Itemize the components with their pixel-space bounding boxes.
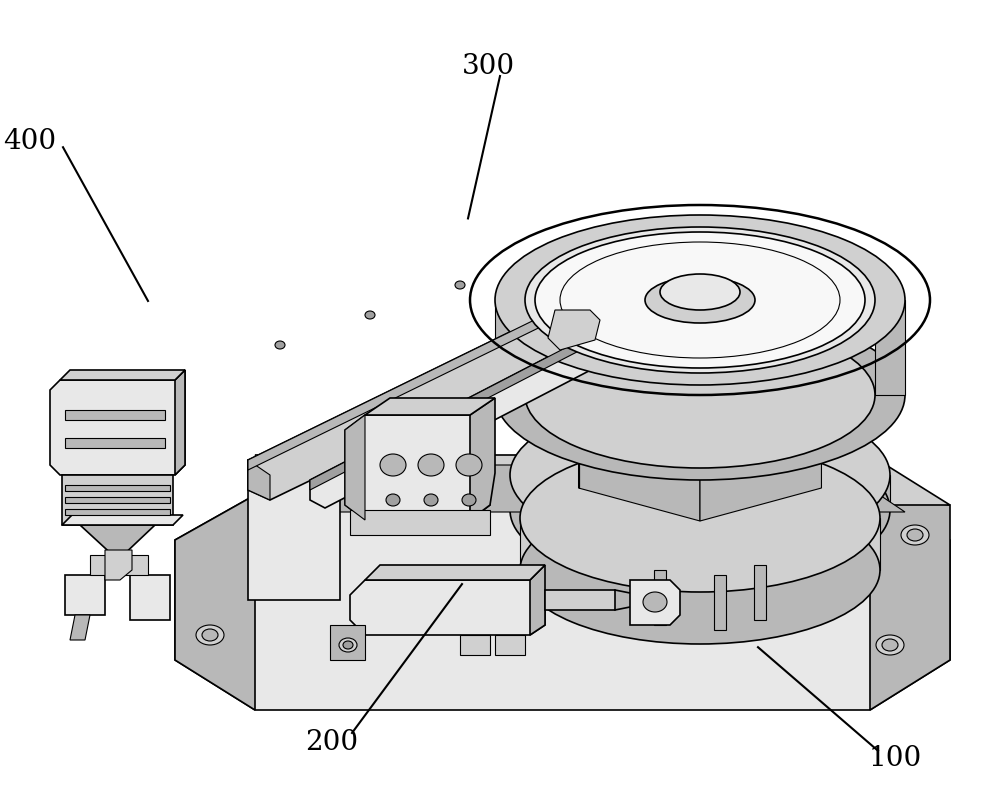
Polygon shape [579,428,700,521]
Polygon shape [175,495,950,710]
Polygon shape [754,565,766,620]
Polygon shape [495,300,525,395]
Polygon shape [65,410,165,420]
Ellipse shape [882,639,898,651]
Ellipse shape [520,496,880,644]
Ellipse shape [643,592,667,612]
Polygon shape [65,438,165,448]
Polygon shape [310,330,600,490]
Text: 100: 100 [868,745,922,773]
Ellipse shape [456,454,482,476]
Ellipse shape [424,494,438,506]
Polygon shape [105,550,132,580]
Polygon shape [255,455,950,505]
Polygon shape [65,575,105,615]
Ellipse shape [196,625,224,645]
Polygon shape [60,370,185,380]
Ellipse shape [876,635,904,655]
Ellipse shape [535,232,865,368]
Polygon shape [520,518,880,570]
Ellipse shape [525,322,875,468]
Polygon shape [70,615,90,640]
Polygon shape [350,580,545,635]
Polygon shape [50,370,185,475]
Ellipse shape [510,397,890,553]
Polygon shape [65,485,170,491]
Polygon shape [714,575,726,630]
Ellipse shape [660,274,740,310]
Polygon shape [130,575,170,620]
Polygon shape [365,398,495,415]
Polygon shape [345,415,490,520]
Polygon shape [700,428,821,521]
Ellipse shape [418,454,444,476]
Ellipse shape [343,641,353,649]
Polygon shape [175,495,255,710]
Ellipse shape [455,281,465,289]
Polygon shape [248,305,590,500]
Polygon shape [310,330,615,508]
Polygon shape [62,475,173,525]
Ellipse shape [901,525,929,545]
Polygon shape [654,570,666,625]
Polygon shape [330,625,365,660]
Polygon shape [545,590,620,610]
Polygon shape [510,475,890,510]
Polygon shape [870,495,950,710]
Text: 200: 200 [305,729,359,756]
Ellipse shape [380,454,406,476]
Polygon shape [90,555,148,575]
Polygon shape [290,465,905,512]
Ellipse shape [462,494,476,506]
Polygon shape [630,580,680,625]
Ellipse shape [275,341,285,349]
Polygon shape [875,300,905,395]
Polygon shape [175,370,185,475]
Ellipse shape [339,638,357,652]
Polygon shape [365,565,545,580]
Polygon shape [345,415,365,520]
Polygon shape [495,635,525,655]
Polygon shape [248,305,565,470]
Polygon shape [350,510,490,535]
Ellipse shape [202,629,218,641]
Polygon shape [615,590,640,610]
Polygon shape [470,398,495,520]
Polygon shape [535,410,620,455]
Polygon shape [530,565,545,635]
Polygon shape [80,525,155,560]
Ellipse shape [495,215,905,385]
Ellipse shape [525,227,875,373]
Ellipse shape [495,310,905,480]
Ellipse shape [510,432,890,588]
Ellipse shape [645,277,755,323]
Ellipse shape [520,444,880,592]
Polygon shape [62,515,183,525]
Polygon shape [460,635,490,655]
Polygon shape [248,460,270,500]
Polygon shape [248,460,340,600]
Text: 400: 400 [3,128,57,155]
Ellipse shape [365,311,375,319]
Ellipse shape [907,529,923,541]
Polygon shape [579,329,821,461]
Text: 300: 300 [461,53,515,80]
Polygon shape [548,310,600,350]
Ellipse shape [386,494,400,506]
Polygon shape [65,497,170,503]
Polygon shape [65,509,170,515]
